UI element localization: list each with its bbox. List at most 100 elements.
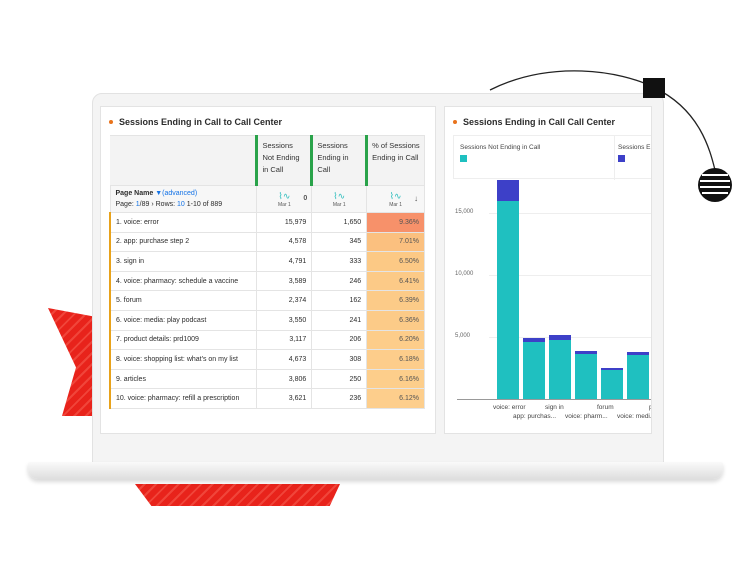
table-row[interactable]: 8. voice: shopping list: what's on my li… [109, 349, 425, 370]
x-tick-label: app: purchas... [513, 413, 556, 420]
panel-dot-icon [453, 120, 457, 124]
bar-ending[interactable] [523, 337, 545, 343]
sparkline-icon: ⌇∿ [278, 190, 291, 201]
sparkline-label: Mar 1 [389, 201, 402, 208]
not-ending-cell: 3,621 [256, 388, 313, 409]
bar-ending[interactable] [627, 351, 649, 355]
gridline [489, 275, 651, 276]
bar-not-ending[interactable] [575, 354, 597, 399]
bar-ending[interactable] [549, 335, 571, 340]
not-ending-cell: 3,117 [256, 329, 313, 351]
x-tick-label: forum [597, 404, 614, 411]
bar-not-ending[interactable] [549, 339, 571, 399]
percent-cell: 6.39% [366, 290, 425, 311]
table-row[interactable]: 10. voice: pharmacy: refill a prescripti… [109, 388, 425, 409]
table-row[interactable]: 7. product details: prd1009 3,117 206 6.… [109, 329, 425, 351]
ending-cell: 308 [311, 349, 368, 370]
page-name-cell[interactable]: 1. voice: error [109, 212, 258, 233]
table-row[interactable]: 3. sign in 4,791 333 6.50% [109, 251, 425, 272]
column-header[interactable]: % of Sessions Ending in Call [365, 135, 425, 186]
sort-icon[interactable]: ↓ [414, 194, 418, 203]
bar-chart-panel: Sessions Ending in Call Call Center Sess… [444, 106, 652, 434]
table-row[interactable]: 4. voice: pharmacy: schedule a vaccine 3… [109, 270, 425, 292]
zero-value: 0 [303, 195, 308, 202]
legend-swatch [460, 155, 467, 162]
data-table: Sessions Not Ending in Call Sessions End… [109, 135, 425, 409]
table-title: Sessions Ending in Call to Call Center [119, 117, 283, 127]
bar-not-ending[interactable] [601, 369, 623, 399]
sparkline-icon: ⌇∿ [389, 190, 402, 201]
x-tick-label: voice: medi... [617, 413, 652, 420]
ending-cell: 1,650 [311, 212, 368, 233]
not-ending-cell: 3,589 [256, 270, 313, 292]
ending-cell: 246 [311, 270, 368, 292]
page-name-cell[interactable]: 5. forum [109, 290, 258, 311]
rows-selector[interactable]: 10 [177, 201, 185, 208]
legend-swatch [618, 155, 625, 162]
bar-ending[interactable] [575, 351, 597, 355]
x-axis [457, 399, 651, 400]
y-tick-label: 15,000 [455, 209, 474, 215]
percent-cell: 6.12% [366, 388, 425, 409]
ending-cell: 206 [311, 329, 368, 351]
page-name-cell[interactable]: 4. voice: pharmacy: schedule a vaccine [109, 270, 258, 292]
not-ending-cell: 4,791 [256, 251, 313, 272]
page-name-cell[interactable]: 7. product details: prd1009 [109, 329, 258, 351]
ending-cell: 345 [311, 231, 368, 253]
percent-cell: 6.41% [366, 270, 425, 292]
bar-not-ending[interactable] [497, 200, 519, 399]
bar-ending[interactable] [601, 367, 623, 370]
legend-item[interactable]: Sessions Not Ending in Call [460, 144, 540, 162]
table-row[interactable]: 2. app: purchase step 2 4,578 345 7.01% [109, 231, 425, 253]
legend: Sessions Not Ending in Call Sessions E [453, 135, 651, 180]
percent-cell: 6.18% [366, 349, 425, 370]
page-label: Page: [115, 201, 134, 208]
bar-ending[interactable] [497, 180, 519, 201]
laptop-base [28, 462, 723, 479]
column-header[interactable]: Sessions Ending in Call [310, 135, 368, 186]
percent-cell: 9.36% [366, 212, 425, 233]
percent-cell: 7.01% [366, 231, 425, 253]
filter-link[interactable]: (advanced) [162, 190, 198, 197]
y-tick-label: 5,000 [455, 333, 471, 339]
legend-item[interactable]: Sessions E [618, 144, 651, 162]
table-row[interactable]: 9. articles 3,806 250 6.16% [109, 368, 425, 390]
page-name-cell[interactable]: 8. voice: shopping list: what's on my li… [109, 349, 258, 370]
dimension-label: Page Name [115, 190, 154, 197]
bar-not-ending[interactable] [627, 354, 649, 399]
table-row[interactable]: 6. voice: media: play podcast 3,550 241 … [109, 309, 425, 331]
not-ending-cell: 2,374 [256, 290, 313, 311]
not-ending-cell: 3,806 [256, 368, 313, 390]
decorative-red-shape [135, 484, 340, 506]
rows-label: Rows: [155, 201, 176, 208]
page-name-cell[interactable]: 9. articles [109, 368, 258, 390]
ending-cell: 162 [311, 290, 368, 311]
x-tick-label: voice: pharm... [565, 413, 608, 420]
page-name-cell[interactable]: 3. sign in [109, 251, 258, 272]
filter-icon[interactable]: ▼ [155, 190, 163, 197]
percent-cell: 6.50% [366, 251, 425, 272]
page-total: /89 [139, 201, 150, 208]
percent-cell: 6.20% [366, 329, 425, 351]
y-tick-label: 10,000 [455, 271, 474, 277]
decorative-curve-icon [489, 70, 732, 202]
not-ending-cell: 15,979 [256, 212, 313, 233]
page-name-cell[interactable]: 10. voice: pharmacy: refill a prescripti… [109, 388, 258, 409]
not-ending-cell: 4,578 [256, 231, 313, 253]
x-tick-label: sign in [545, 404, 564, 411]
x-tick-label: pr... [649, 404, 651, 411]
percent-cell: 6.36% [366, 309, 425, 331]
page-name-cell[interactable]: 2. app: purchase step 2 [109, 231, 258, 253]
table-row[interactable]: 5. forum 2,374 162 6.39% [109, 290, 425, 311]
column-header[interactable]: Sessions Not Ending in Call [255, 135, 313, 186]
ending-cell: 250 [311, 368, 368, 390]
row-range: 1-10 of 889 [186, 201, 223, 208]
sparkline-label: Mar 1 [332, 201, 346, 208]
gridline [489, 213, 651, 214]
page-name-cell[interactable]: 6. voice: media: play podcast [109, 309, 258, 331]
table-row[interactable]: 1. voice: error 15,979 1,650 9.36% [109, 212, 425, 233]
bar-not-ending[interactable] [523, 342, 545, 399]
ending-cell: 236 [311, 388, 368, 409]
not-ending-cell: 4,673 [256, 349, 313, 370]
page-number[interactable]: 1 [135, 201, 140, 208]
